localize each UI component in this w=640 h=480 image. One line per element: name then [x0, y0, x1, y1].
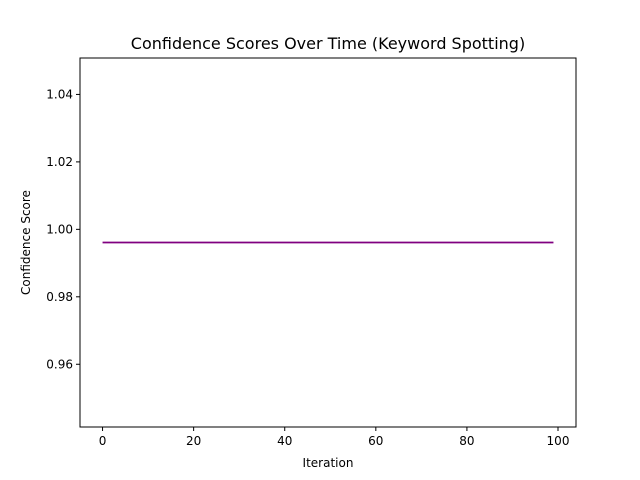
- y-tick-label: 1.00: [46, 222, 73, 236]
- x-tick-label: 40: [277, 434, 292, 448]
- x-tick-label: 80: [459, 434, 474, 448]
- x-tick-label: 100: [547, 434, 570, 448]
- y-tick-label: 0.96: [46, 357, 73, 371]
- y-tick-label: 0.98: [46, 290, 73, 304]
- x-tick-label: 20: [186, 434, 201, 448]
- chart-title: Confidence Scores Over Time (Keyword Spo…: [131, 34, 525, 53]
- y-axis: 0.96 0.98 1.00 1.02 1.04: [46, 87, 80, 371]
- x-axis: 0 20 40 60 80 100: [99, 427, 570, 448]
- x-tick-label: 60: [368, 434, 383, 448]
- axes-frame: [79, 57, 577, 428]
- y-tick-label: 1.04: [46, 87, 73, 101]
- x-tick-label: 0: [99, 434, 107, 448]
- y-tick-label: 1.02: [46, 155, 73, 169]
- x-axis-label: Iteration: [303, 456, 354, 470]
- y-axis-label: Confidence Score: [19, 190, 33, 295]
